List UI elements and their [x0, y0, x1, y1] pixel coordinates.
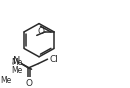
Text: Me: Me	[12, 58, 23, 67]
Text: O: O	[26, 79, 33, 88]
Text: N: N	[13, 56, 20, 66]
Text: Cl: Cl	[49, 55, 58, 64]
Text: O: O	[38, 27, 45, 36]
Text: Me: Me	[0, 76, 11, 85]
Text: Me: Me	[12, 66, 23, 75]
